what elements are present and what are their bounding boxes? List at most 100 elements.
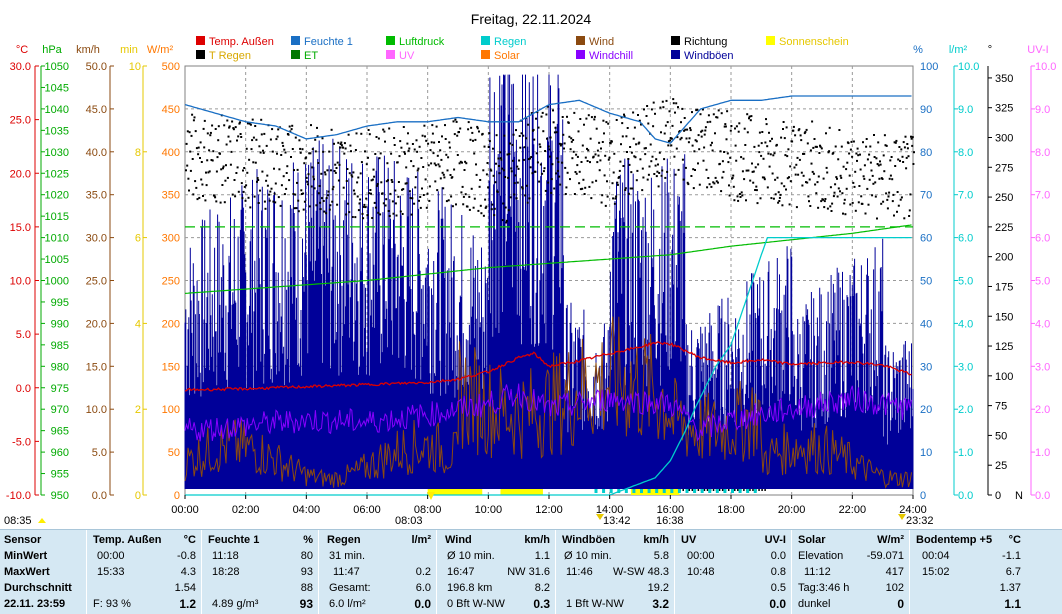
- direction-dot: [578, 170, 581, 173]
- axis-tick-label: 0: [135, 490, 141, 502]
- direction-dot: [647, 122, 650, 125]
- direction-dot: [700, 135, 703, 138]
- direction-dot: [604, 154, 607, 157]
- direction-dot: [804, 130, 807, 133]
- direction-dot: [739, 196, 742, 198]
- direction-dot: [248, 158, 251, 161]
- direction-dot: [413, 148, 416, 151]
- axis-tick-label: 15.0: [86, 361, 107, 373]
- direction-dot: [269, 138, 272, 141]
- direction-dot: [445, 153, 448, 156]
- direction-dot: [452, 120, 455, 123]
- direction-dot: [743, 127, 746, 130]
- direction-dot: [677, 106, 679, 109]
- direction-dot: [319, 208, 322, 211]
- axis-tick-label: 30: [920, 361, 932, 373]
- direction-dot: [516, 165, 519, 168]
- direction-dot: [286, 165, 289, 168]
- direction-dot: [891, 178, 894, 181]
- direction-dot: [471, 131, 474, 134]
- direction-dot: [601, 141, 604, 143]
- direction-dot: [388, 215, 391, 217]
- direction-dot: [584, 156, 587, 159]
- temp-min: -0.8: [177, 550, 196, 562]
- axis-unit-label: hPa: [42, 44, 62, 56]
- direction-dot: [578, 182, 581, 185]
- direction-dot: [774, 193, 777, 196]
- direction-dot: [209, 131, 212, 134]
- direction-dot: [557, 161, 560, 163]
- direction-dot: [488, 140, 491, 143]
- direction-dot: [327, 194, 329, 197]
- direction-dot: [572, 139, 575, 141]
- direction-dot: [610, 140, 613, 143]
- direction-dot: [499, 151, 502, 154]
- rain-max-time: 11:47: [333, 566, 360, 578]
- gust-max-time: 11:46: [566, 566, 593, 578]
- direction-dot: [559, 144, 562, 147]
- direction-dot: [670, 144, 673, 147]
- direction-dot: [856, 159, 858, 162]
- direction-dot: [271, 150, 274, 153]
- direction-dot: [825, 166, 828, 169]
- direction-dot: [689, 127, 692, 130]
- axis-tick-label: 9.0: [1035, 104, 1050, 116]
- direction-dot: [356, 181, 359, 184]
- direction-dot: [412, 165, 415, 168]
- direction-dot: [423, 124, 426, 127]
- direction-dot: [682, 178, 685, 181]
- direction-dot: [603, 174, 606, 177]
- direction-dot: [723, 151, 726, 153]
- rain-current-label: 6.0 l/m²: [329, 598, 366, 610]
- direction-dot: [268, 193, 271, 196]
- direction-dot: [690, 175, 693, 177]
- direction-dot: [491, 203, 494, 206]
- stats-uv-column: UV UV-I 00:00 0.0 10:48 0.8 0.5 0.0: [674, 530, 792, 614]
- direction-dot: [836, 177, 838, 180]
- axis-tick-label: 20: [920, 404, 932, 416]
- direction-dot: [475, 173, 478, 176]
- sunrise-marker: [38, 518, 46, 523]
- direction-dot: [756, 202, 759, 205]
- direction-dot: [910, 135, 912, 138]
- direction-dot: [686, 128, 689, 131]
- direction-dot: [297, 210, 300, 213]
- direction-dot: [814, 183, 817, 186]
- direction-dot: [339, 146, 342, 149]
- direction-dot: [771, 137, 773, 140]
- hum-max-time: 18:28: [212, 566, 240, 578]
- direction-dot: [247, 196, 250, 199]
- direction-dot: [849, 148, 852, 151]
- direction-dot: [765, 123, 768, 126]
- direction-dot: [681, 158, 684, 161]
- direction-dot: [614, 197, 617, 200]
- series-feuchte-1: [184, 95, 912, 144]
- direction-dot: [404, 182, 407, 185]
- direction-dot: [857, 154, 860, 157]
- direction-dot: [797, 129, 800, 132]
- direction-dot: [269, 190, 272, 193]
- axis-unit-label: km/h: [76, 44, 100, 56]
- direction-dot: [553, 131, 556, 134]
- direction-dot: [240, 182, 243, 185]
- direction-dot: [478, 130, 480, 133]
- direction-dot: [223, 124, 226, 127]
- direction-dot: [864, 212, 867, 215]
- direction-dot: [676, 136, 679, 139]
- direction-dot: [411, 143, 414, 145]
- direction-dot: [264, 207, 267, 210]
- direction-dot: [813, 138, 816, 140]
- direction-dot: [751, 170, 754, 173]
- direction-dot: [596, 161, 599, 164]
- direction-dot: [387, 179, 389, 182]
- direction-dot: [246, 171, 249, 174]
- direction-dot: [805, 181, 807, 184]
- direction-dot: [902, 141, 905, 144]
- chart-title: Freitag, 22.11.2024: [471, 11, 592, 27]
- direction-dot: [865, 145, 868, 148]
- axis-tick-label: 275: [995, 162, 1013, 174]
- direction-dot: [508, 152, 511, 155]
- direction-dot: [505, 221, 508, 224]
- x-tick-label: 08:00: [414, 504, 442, 516]
- direction-dot: [634, 156, 637, 159]
